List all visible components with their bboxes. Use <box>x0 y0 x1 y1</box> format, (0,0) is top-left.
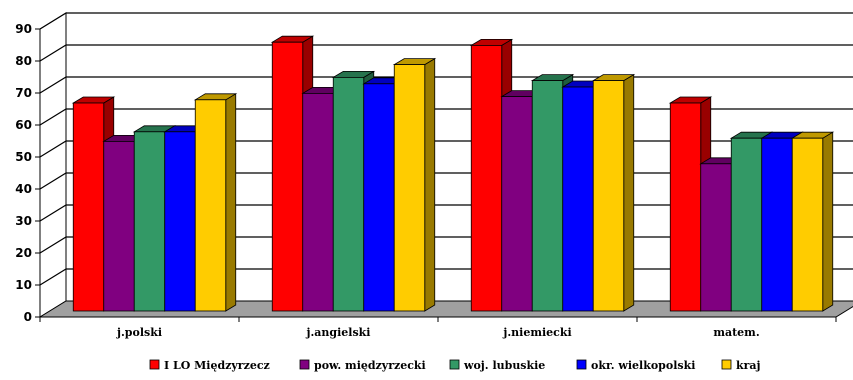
bar <box>195 94 236 311</box>
bar-front <box>195 100 226 311</box>
x-tick-label: matem. <box>713 326 759 339</box>
bar-front <box>303 93 334 311</box>
bar-front <box>73 103 104 311</box>
bar-front <box>502 97 533 311</box>
bar-side <box>624 75 634 311</box>
legend-item: woj. lubuskie <box>450 359 545 372</box>
bar-front <box>364 84 395 311</box>
bar <box>593 75 634 311</box>
y-tick-label: 10 <box>15 278 32 292</box>
bar <box>394 59 435 311</box>
legend-item: kraj <box>722 359 761 372</box>
y-tick-label: 40 <box>15 182 32 196</box>
y-tick-label: 90 <box>15 22 32 36</box>
bar-front <box>563 87 594 311</box>
legend-swatch <box>450 360 459 369</box>
bar <box>792 132 833 311</box>
y-tick-label: 60 <box>15 118 32 132</box>
legend-item: pow. międzyrzecki <box>300 359 426 372</box>
x-axis: j.polski j.angielski j.niemiecki matem. <box>40 317 836 339</box>
legend-swatch <box>150 360 159 369</box>
legend-label: woj. lubuskie <box>463 359 545 372</box>
bar-front <box>593 81 624 311</box>
legend-swatch <box>722 360 731 369</box>
y-axis: 0 10 20 30 40 50 60 70 80 90 <box>15 22 40 324</box>
bar-front <box>471 45 502 311</box>
legend-label: I LO Międzyrzecz <box>164 359 270 372</box>
bar-front <box>272 42 303 311</box>
bar-front <box>762 138 793 311</box>
y-tick-label: 80 <box>15 54 32 68</box>
legend-label: kraj <box>736 359 761 372</box>
bar-side <box>425 59 435 311</box>
legend: I LO Międzyrzecz pow. międzyrzecki woj. lu… <box>150 359 761 372</box>
legend-swatch <box>300 360 309 369</box>
legend-label: okr. wielkopolski <box>591 359 695 372</box>
bar-front <box>394 65 425 311</box>
bar-front <box>165 132 196 311</box>
bar-front <box>532 81 563 311</box>
legend-swatch <box>577 360 586 369</box>
legend-item: I LO Międzyrzecz <box>150 359 270 372</box>
legend-item: okr. wielkopolski <box>577 359 695 372</box>
bar-front <box>134 132 165 311</box>
legend-label: pow. międzyrzecki <box>314 359 426 372</box>
x-tick-label: j.angielski <box>306 326 371 339</box>
bar-front <box>333 77 364 311</box>
bar-front <box>792 138 823 311</box>
x-tick-label: j.polski <box>116 326 162 339</box>
bar-side <box>823 132 833 311</box>
y-tick-label: 20 <box>15 246 32 260</box>
bar-front <box>670 103 701 311</box>
y-tick-label: 70 <box>15 86 32 100</box>
bar-front <box>731 138 762 311</box>
y-tick-label: 50 <box>15 150 32 164</box>
bar-front <box>104 141 135 311</box>
x-tick-label: j.niemiecki <box>502 326 571 339</box>
bar-side <box>226 94 236 311</box>
bar-front <box>701 164 732 311</box>
y-tick-label: 30 <box>15 214 32 228</box>
y-tick-label: 0 <box>24 310 32 324</box>
